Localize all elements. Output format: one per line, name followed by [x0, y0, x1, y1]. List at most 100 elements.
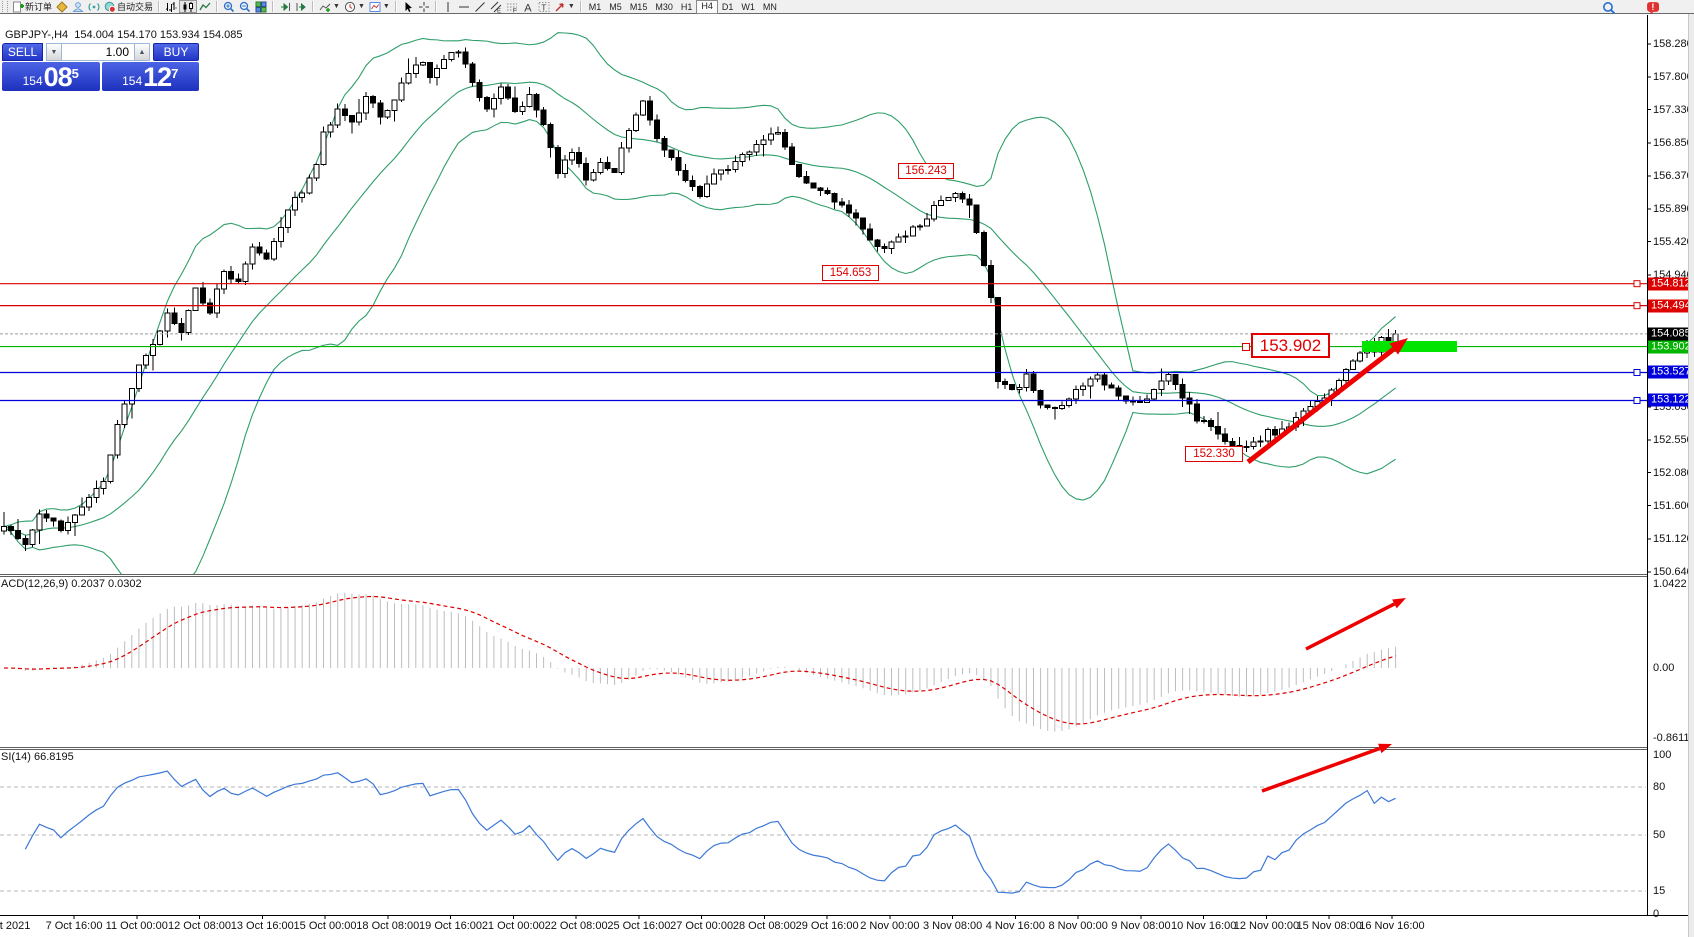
- caret-down-icon: ▼: [50, 48, 58, 56]
- search-button[interactable]: [1602, 1, 1615, 14]
- trendline-button[interactable]: [472, 0, 488, 13]
- toolbar-separator: [579, 1, 582, 12]
- new-order-icon: [13, 1, 24, 12]
- rsi-line: [24, 770, 1396, 894]
- line-handle[interactable]: [1633, 396, 1641, 404]
- zoom-out-icon: [239, 1, 251, 12]
- buy-price-display[interactable]: 154 12 7: [101, 62, 199, 91]
- vertical-line-button[interactable]: [440, 0, 456, 13]
- rsi-series: [0, 770, 1646, 894]
- horizontal-line-button[interactable]: [456, 0, 472, 13]
- cursor-icon: [405, 1, 412, 12]
- autotrading-button-label: 自动交易: [117, 2, 154, 12]
- search-icon: [1603, 2, 1615, 14]
- autotrading-button[interactable]: 自动交易: [102, 0, 155, 13]
- caret-down-icon: ▼: [567, 3, 575, 10]
- timeframe-mn-button[interactable]: MN: [762, 1, 777, 12]
- indicators-icon: [319, 3, 331, 12]
- line-handle[interactable]: [1633, 368, 1641, 376]
- timeframe-m5-button[interactable]: M5: [609, 1, 622, 12]
- profile-button[interactable]: [70, 0, 86, 13]
- timeframe-m15-button[interactable]: M15: [629, 1, 648, 12]
- volume-increase-button[interactable]: ▲: [134, 43, 150, 61]
- timeframe-m30-button[interactable]: M30: [655, 1, 673, 12]
- line-handle[interactable]: [1633, 280, 1641, 288]
- indicators-button[interactable]: ▼: [317, 0, 342, 13]
- axes: [0, 15, 1690, 919]
- new-order-button[interactable]: 新订单: [10, 0, 54, 13]
- zoom-out-button[interactable]: [237, 0, 253, 13]
- timeframe-d1-button[interactable]: D1: [721, 1, 734, 12]
- chart-shift-button[interactable]: [293, 0, 309, 13]
- auto-scroll-button[interactable]: [277, 0, 293, 13]
- toolbar-separator: [158, 1, 161, 12]
- community-icon: [56, 0, 68, 13]
- sell-price-display[interactable]: 154 08 5: [2, 62, 100, 91]
- crosshair-button[interactable]: [416, 0, 432, 13]
- text-button[interactable]: A: [520, 0, 536, 13]
- candlestick-icon: [183, 1, 194, 12]
- candlestick-chart-button[interactable]: [179, 0, 198, 13]
- buy-price-big: 12: [143, 62, 172, 91]
- notifications-button[interactable]: !: [1646, 1, 1659, 14]
- svg-text:F: F: [513, 8, 517, 13]
- highlight-zone[interactable]: [1362, 341, 1457, 352]
- line-chart-button[interactable]: [197, 0, 213, 13]
- equidistant-channel-icon: E: [490, 1, 502, 13]
- line-chart-icon: [199, 2, 211, 10]
- periods-button[interactable]: ▼: [342, 0, 367, 13]
- trend-arrow[interactable]: [1305, 598, 1406, 651]
- fibonacci-button[interactable]: F: [504, 0, 520, 13]
- signals-icon: [88, 2, 100, 11]
- arrows-button[interactable]: ▼: [552, 0, 577, 13]
- svg-text:T: T: [541, 3, 546, 12]
- buy-button[interactable]: BUY: [153, 43, 199, 61]
- sell-button[interactable]: SELL: [2, 43, 43, 61]
- macd-signal-line: [3, 595, 1396, 725]
- bar-chart-button[interactable]: [163, 0, 179, 13]
- equidistant-channel-button[interactable]: E: [488, 0, 504, 13]
- window-edge: [1688, 14, 1694, 937]
- trend-arrow[interactable]: [1246, 338, 1408, 464]
- community-button[interactable]: [54, 0, 70, 13]
- volume-input[interactable]: [62, 43, 134, 61]
- candlestick-series: [1, 47, 1399, 551]
- horizontal-lines[interactable]: [0, 280, 1647, 404]
- order-controls-row: SELL ▼ ▲ BUY: [2, 43, 199, 61]
- auto-scroll-icon: [281, 2, 291, 11]
- toolbar-separator: [394, 1, 397, 12]
- volume-decrease-button[interactable]: ▼: [46, 43, 62, 61]
- timeframe-h1-button[interactable]: H1: [680, 1, 693, 12]
- autotrading-icon: [104, 1, 116, 13]
- signals-button[interactable]: [86, 0, 102, 13]
- tile-windows-icon: [255, 1, 267, 12]
- horizontal-line-icon: [458, 6, 469, 7]
- toolbar-separator: [272, 1, 275, 12]
- templates-button[interactable]: ▼: [367, 0, 392, 13]
- trend-arrow[interactable]: [1261, 743, 1392, 793]
- sell-price-prefix: 154: [22, 74, 43, 88]
- text-icon: A: [524, 2, 532, 13]
- caret-down-icon: ▼: [333, 3, 340, 10]
- toolbar-separator: [312, 1, 315, 12]
- notifications-icon: !: [1647, 2, 1659, 14]
- timeframe-m1-button[interactable]: M1: [588, 1, 602, 12]
- toolbar: 新订单 自动交易 ▼ ▼ ▼ E F A T ▼ M1 M5 M15 M30 H1 H4 D1 W1 MN!: [0, 0, 1694, 14]
- toolbar-separator: [216, 1, 219, 12]
- line-handle[interactable]: [1633, 302, 1641, 310]
- crosshair-icon: [418, 1, 429, 12]
- profile-icon: [72, 1, 84, 12]
- zoom-in-button[interactable]: [221, 0, 237, 13]
- sell-price-sup: 5: [71, 66, 79, 81]
- chart-symbol-ohlc: GBPJPY-,H4 154.004 154.170 153.934 154.0…: [5, 29, 243, 41]
- tile-windows-button[interactable]: [253, 0, 269, 13]
- cursor-button[interactable]: [400, 0, 416, 13]
- timeframe-h4-button[interactable]: H4: [696, 0, 718, 14]
- timeframe-w1-button[interactable]: W1: [741, 1, 755, 12]
- svg-text:A: A: [524, 2, 532, 13]
- text-label-button[interactable]: T: [536, 0, 552, 13]
- arrows-icon: [555, 2, 564, 11]
- caret-up-icon: ▲: [138, 48, 146, 56]
